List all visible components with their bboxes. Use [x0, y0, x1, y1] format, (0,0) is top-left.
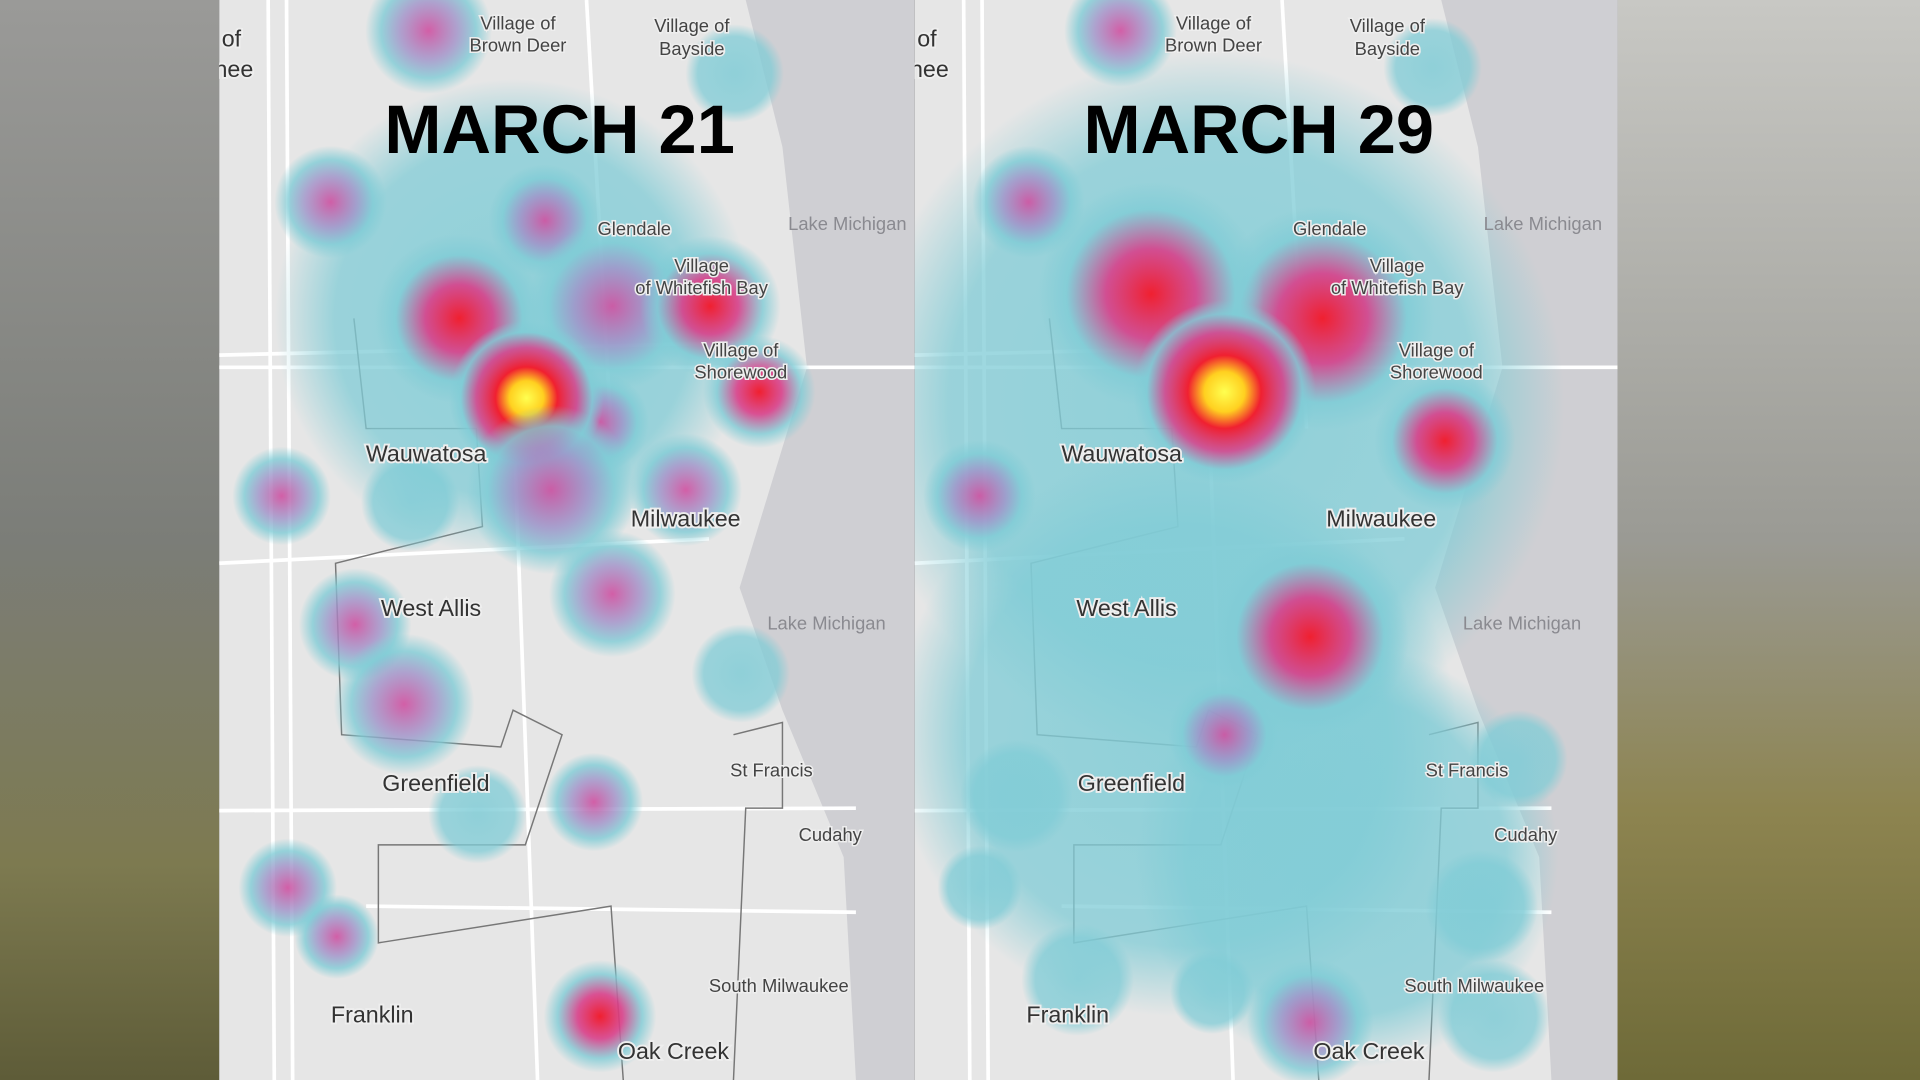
place-label: Glendale — [1293, 218, 1367, 239]
place-label: West Allis — [1076, 595, 1176, 621]
place-label: nee — [910, 56, 949, 82]
place-label: Lake Michigan — [1484, 213, 1602, 234]
place-label: Oak Creek — [618, 1038, 729, 1064]
heat-blob — [629, 433, 743, 547]
place-label: nee — [214, 56, 253, 82]
place-label: Franklin — [1026, 1001, 1109, 1027]
heat-blob — [232, 446, 331, 546]
place-label: of — [222, 26, 242, 52]
heat-blob — [972, 145, 1085, 259]
panel-title: MARCH 29 — [1084, 91, 1434, 168]
lake-michigan — [739, 0, 915, 1080]
heat-blob — [1168, 678, 1281, 792]
place-label: Village — [674, 255, 729, 276]
place-label: Village of — [703, 339, 779, 360]
heat-blob — [294, 894, 379, 979]
place-label: Village of — [1399, 339, 1475, 360]
place-label: Brown Deer — [1165, 34, 1262, 55]
heat-blob — [685, 24, 784, 123]
place-label: Village of — [1176, 12, 1252, 33]
place-label: Bayside — [1355, 38, 1420, 59]
place-label: Wauwatosa — [1061, 441, 1182, 467]
heat-blob — [937, 845, 1022, 930]
heat-blob — [544, 752, 644, 852]
place-label: Village — [1370, 255, 1425, 276]
place-label: Franklin — [331, 1001, 414, 1027]
place-label: Oak Creek — [1313, 1038, 1424, 1064]
heat-blob — [1211, 538, 1409, 736]
heat-blob — [548, 530, 676, 658]
heat-blob — [466, 405, 636, 575]
place-label: Village of — [654, 15, 730, 36]
heat-blob — [428, 765, 527, 864]
place-label: South Milwaukee — [1404, 975, 1544, 996]
heat-blob — [960, 739, 1073, 853]
place-label: Lake Michigan — [1463, 612, 1581, 633]
place-label: Shorewood — [694, 361, 787, 382]
place-label: St Francis — [1426, 759, 1509, 780]
place-label: Greenfield — [1078, 770, 1185, 796]
place-label: South Milwaukee — [709, 975, 849, 996]
place-label: Bayside — [659, 38, 724, 59]
place-label: Milwaukee — [631, 506, 741, 532]
place-label: West Allis — [381, 595, 481, 621]
panel-title: MARCH 21 — [384, 91, 734, 168]
place-label: Wauwatosa — [366, 441, 487, 467]
heat-blob — [1246, 959, 1374, 1080]
heat-blob — [274, 145, 387, 259]
place-label: Cudahy — [799, 824, 863, 845]
place-label: St Francis — [730, 759, 813, 780]
heat-blob — [1170, 949, 1255, 1035]
heat-blob — [543, 960, 657, 1073]
place-label: Cudahy — [1494, 824, 1558, 845]
background-right — [1617, 0, 1920, 1080]
heat-blob — [1383, 18, 1482, 117]
heat-blob — [1021, 923, 1134, 1036]
heat-blob — [365, 0, 492, 94]
heat-blob — [691, 624, 791, 723]
place-label: of Whitefish Bay — [1331, 277, 1464, 298]
place-label: of Whitefish Bay — [635, 277, 768, 298]
background-left — [0, 0, 220, 1080]
place-label: Village of — [1350, 15, 1426, 36]
heat-blob — [1469, 709, 1568, 809]
heat-blob — [1425, 849, 1538, 963]
place-label: Village of — [480, 12, 556, 33]
heat-blob — [1374, 370, 1516, 512]
heat-blob — [1064, 0, 1177, 87]
place-label: Shorewood — [1390, 361, 1483, 382]
heat-blob — [1132, 300, 1317, 484]
place-label: Milwaukee — [1326, 506, 1436, 532]
place-label: Greenfield — [382, 770, 489, 796]
place-label: Brown Deer — [469, 34, 566, 55]
heat-blob — [360, 452, 460, 552]
place-label: Lake Michigan — [788, 213, 906, 234]
place-label: Lake Michigan — [767, 612, 885, 633]
place-label: of — [917, 26, 937, 52]
place-label: Glendale — [598, 218, 672, 239]
heat-blob — [702, 335, 816, 449]
heat-blob — [923, 439, 1036, 553]
boundary — [732, 721, 784, 1080]
heat-blob — [333, 633, 475, 775]
heat-blob — [1437, 960, 1551, 1073]
